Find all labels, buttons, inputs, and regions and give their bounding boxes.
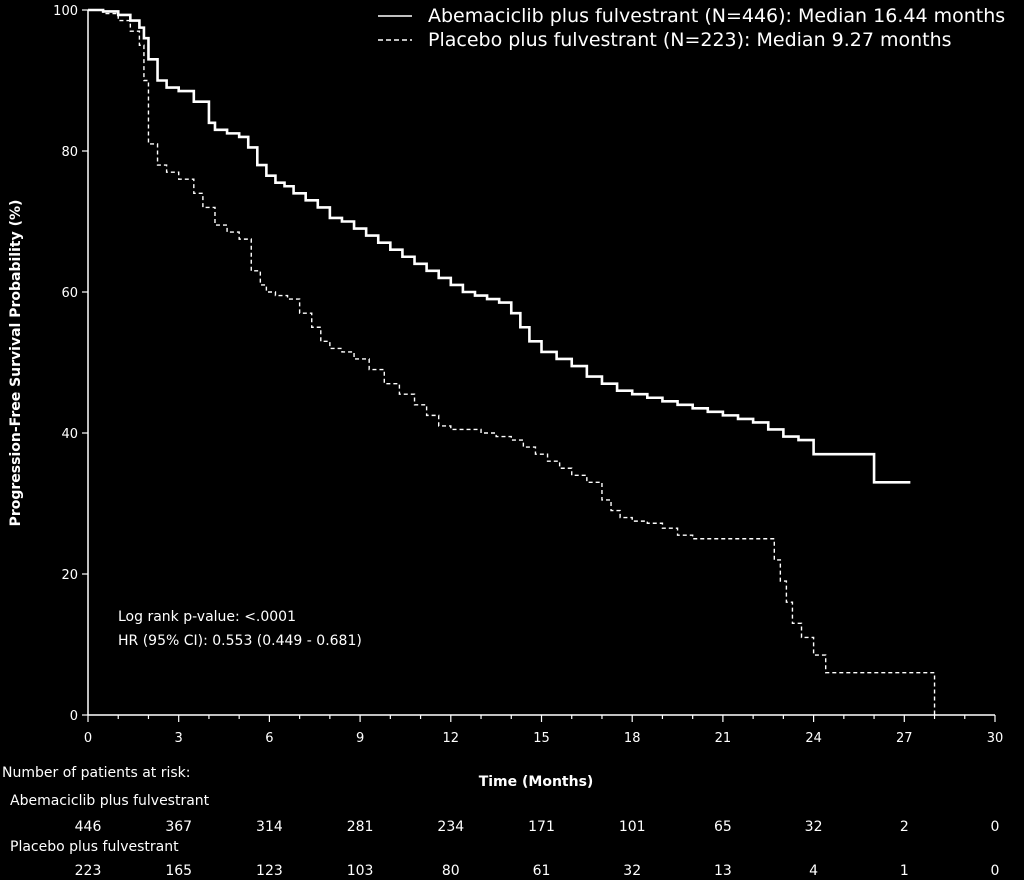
risk-row-label-placebo: Placebo plus fulvestrant xyxy=(10,839,179,855)
risk-count: 32 xyxy=(805,819,823,835)
risk-count: 314 xyxy=(256,819,283,835)
x-tick-label: 9 xyxy=(356,731,364,746)
x-tick-label: 6 xyxy=(265,731,273,746)
risk-row-abemaciclib: 446 367 314 281 234 171 101 65 32 2 0 xyxy=(75,819,1000,835)
logrank-annotation: Log rank p-value: <.0001 xyxy=(118,609,296,625)
legend-placebo-label: Placebo plus fulvestrant (N=223): Median… xyxy=(428,29,952,51)
abemaciclib-curve xyxy=(88,8,911,484)
risk-count: 223 xyxy=(75,863,102,879)
risk-count: 80 xyxy=(442,863,460,879)
x-tick-label: 18 xyxy=(624,731,641,746)
x-tick-label: 27 xyxy=(896,731,913,746)
risk-count: 32 xyxy=(623,863,641,879)
risk-table-title: Number of patients at risk: xyxy=(2,765,190,781)
risk-count: 367 xyxy=(165,819,192,835)
y-axis-title: Progression-Free Survival Probability (%… xyxy=(8,200,24,527)
km-curves xyxy=(88,8,936,715)
y-tick-label: 40 xyxy=(61,427,78,442)
risk-count: 446 xyxy=(75,819,102,835)
risk-row-placebo: 223 165 123 103 80 61 32 13 4 1 0 xyxy=(75,863,1000,879)
risk-count: 13 xyxy=(714,863,732,879)
risk-count: 0 xyxy=(991,863,1000,879)
risk-count: 61 xyxy=(533,863,551,879)
legend: Abemaciclib plus fulvestrant (N=446): Me… xyxy=(378,5,1005,51)
y-tick-label: 80 xyxy=(61,145,78,160)
x-tick-label: 0 xyxy=(84,731,92,746)
x-tick-label: 15 xyxy=(533,731,550,746)
y-tick-label: 20 xyxy=(61,568,78,583)
risk-row-label-abemaciclib: Abemaciclib plus fulvestrant xyxy=(10,793,210,809)
risk-count: 1 xyxy=(900,863,909,879)
risk-count: 281 xyxy=(347,819,374,835)
hr-annotation: HR (95% CI): 0.553 (0.449 - 0.681) xyxy=(118,633,362,649)
x-tick-label: 21 xyxy=(715,731,732,746)
risk-count: 2 xyxy=(900,819,909,835)
x-tick-label: 12 xyxy=(443,731,460,746)
x-tick-label: 30 xyxy=(987,731,1004,746)
y-tick-label: 0 xyxy=(70,709,78,724)
x-axis-ticks: 0 3 6 9 12 15 18 21 24 27 30 xyxy=(84,715,1003,746)
risk-count: 0 xyxy=(991,819,1000,835)
risk-count: 103 xyxy=(347,863,374,879)
risk-count: 165 xyxy=(165,863,192,879)
x-axis-title: Time (Months) xyxy=(479,774,594,790)
y-axis-ticks: 0 20 40 60 80 100 xyxy=(53,4,88,724)
x-tick-label: 24 xyxy=(805,731,822,746)
x-tick-label: 3 xyxy=(175,731,183,746)
risk-count: 234 xyxy=(437,819,464,835)
y-tick-label: 60 xyxy=(61,286,78,301)
risk-count: 101 xyxy=(619,819,646,835)
placebo-curve xyxy=(88,9,936,715)
risk-count: 123 xyxy=(256,863,283,879)
y-tick-label: 100 xyxy=(53,4,78,19)
risk-count: 4 xyxy=(809,863,818,879)
risk-count: 171 xyxy=(528,819,555,835)
legend-abemaciclib-label: Abemaciclib plus fulvestrant (N=446): Me… xyxy=(428,5,1005,27)
risk-count: 65 xyxy=(714,819,732,835)
